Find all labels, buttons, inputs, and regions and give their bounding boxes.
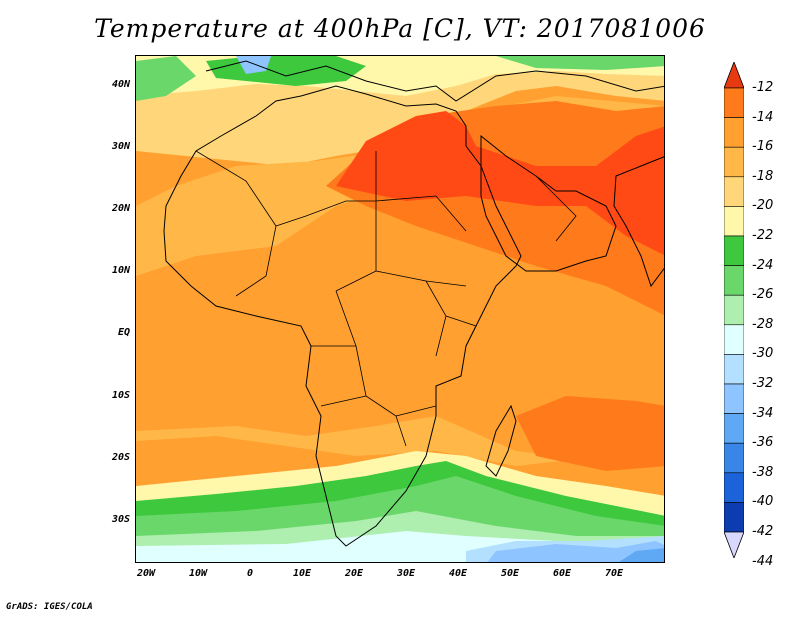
colorbar-segment	[724, 383, 744, 414]
colorbar-label: -18	[752, 168, 774, 184]
field-contour-warm-south	[516, 396, 664, 471]
colorbar-segment	[724, 472, 744, 503]
longitude-label: 10W	[188, 568, 208, 579]
colorbar-segment	[724, 413, 744, 444]
colorbar-segment	[724, 354, 744, 385]
latitude-label: EQ	[117, 327, 130, 338]
latitude-label: 10S	[111, 390, 130, 401]
coastline	[163, 85, 522, 547]
colorbar-label: -28	[752, 316, 774, 332]
field-contour-lightgreen-north	[136, 56, 196, 101]
colorbar-label: -42	[752, 524, 774, 539]
country-borders	[195, 150, 577, 447]
colorbar-segment	[724, 87, 744, 118]
longitude-label: 20E	[344, 568, 364, 579]
colorbar-segment	[724, 176, 744, 207]
colorbar-segment	[724, 294, 744, 326]
colorbar-label: -32	[752, 376, 774, 391]
colorbar-label: -26	[752, 287, 774, 303]
colorbar-segment	[724, 146, 744, 178]
longitude-label: 50E	[500, 568, 520, 579]
credit-text: GrADS: IGES/COLA	[6, 602, 93, 612]
colorbar-label: -44	[752, 553, 774, 569]
colorbar-segment	[724, 265, 744, 296]
latitude-label: 20S	[111, 452, 130, 463]
colorbar-label: -16	[752, 139, 774, 155]
colorbar-label: -14	[752, 109, 774, 125]
longitude-label: 20W	[136, 568, 156, 579]
map-title: Temperature at 400hPa [C], VT: 201708100…	[94, 14, 706, 43]
colorbar-label: -22	[752, 228, 774, 243]
colorbar-label: -24	[752, 257, 774, 273]
colorbar-top-arrow	[724, 62, 744, 89]
coastline-madagascar	[485, 404, 517, 477]
colorbar-label: -34	[752, 405, 774, 421]
colorbar-label: -38	[752, 464, 774, 480]
latitude-label: 40N	[111, 79, 130, 90]
colorbar-segment	[724, 117, 744, 148]
field-contour-warmest	[336, 111, 664, 255]
field-contour-blue-north	[236, 56, 271, 74]
colorbar-segment	[724, 206, 744, 237]
colorbar-segment	[724, 235, 744, 266]
coastline-india	[613, 156, 664, 288]
field-contour-blue-south	[487, 541, 664, 562]
latitude-label: 30S	[111, 514, 130, 525]
colorbar	[724, 62, 744, 558]
colorbar-label: -30	[752, 346, 774, 362]
longitude-label: 70E	[604, 568, 624, 579]
longitude-label: 10E	[292, 568, 312, 579]
latitude-label: 10N	[111, 265, 130, 276]
temperature-map	[135, 55, 665, 563]
field-contour-green-northeast	[496, 56, 664, 70]
coastline-europe	[205, 60, 664, 102]
colorbar-segment	[724, 442, 744, 474]
longitude-label: 40E	[448, 568, 468, 579]
colorbar-segment	[724, 324, 744, 355]
colorbar-segment	[724, 502, 744, 533]
latitude-label: 20N	[111, 203, 130, 214]
latitude-label: 30N	[111, 141, 130, 152]
colorbar-bottom-arrow	[724, 531, 744, 558]
map-field	[136, 56, 664, 562]
coastline-arabia	[480, 134, 617, 272]
longitude-label: 60E	[552, 568, 572, 579]
colorbar-label: -40	[752, 494, 774, 510]
longitude-label: 0	[246, 568, 254, 579]
field-contour-deepblue-south	[619, 548, 664, 562]
longitude-label: 30E	[396, 568, 416, 579]
colorbar-label: -12	[752, 80, 774, 95]
colorbar-label: -36	[752, 435, 774, 451]
colorbar-label: -20	[752, 198, 774, 214]
